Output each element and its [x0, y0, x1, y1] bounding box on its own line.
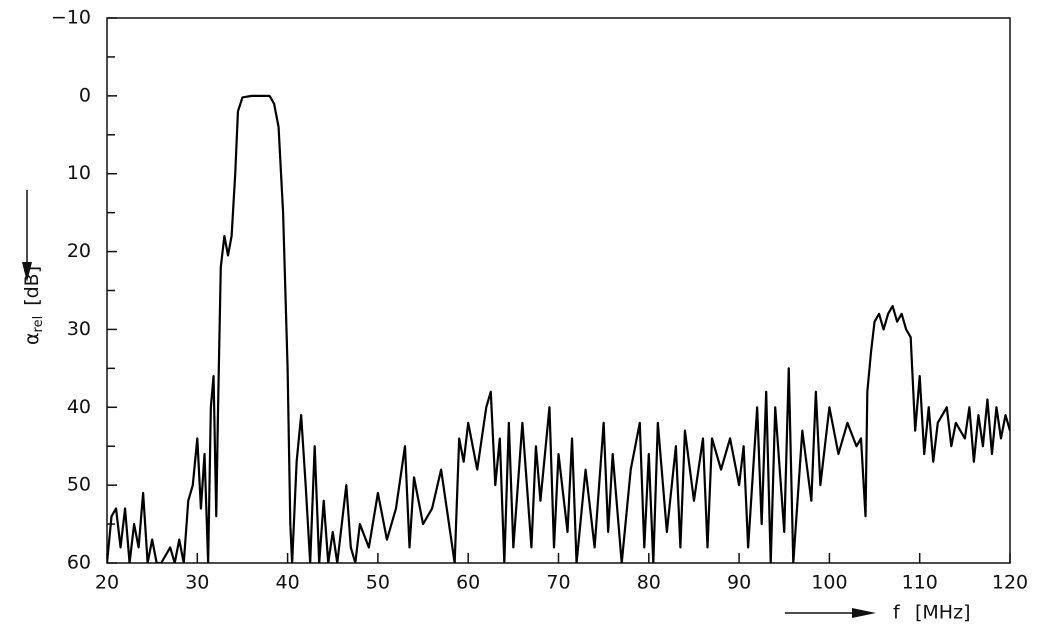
y-tick-label: 0 — [79, 84, 91, 106]
x-tick-label: 50 — [366, 572, 390, 594]
y-tick-label: 20 — [67, 240, 91, 262]
x-arrow — [785, 608, 876, 618]
x-tick-label: 30 — [185, 572, 209, 594]
x-tick-label: 80 — [637, 572, 661, 594]
y-label-text: αrel [dB] — [21, 266, 46, 345]
response-line — [107, 94, 1010, 563]
y-arrow — [22, 190, 32, 282]
x-tick-label: 90 — [727, 572, 751, 594]
x-label: f — [893, 602, 901, 624]
x-tick-label: 40 — [276, 572, 300, 594]
x-tick-label: 60 — [456, 572, 480, 594]
y-tick-label: 30 — [67, 318, 91, 340]
y-tick-label: 10 — [67, 162, 91, 184]
y-tick-label: 60 — [67, 552, 91, 574]
x-label-unit: [MHz] — [915, 602, 970, 624]
y-label-unit: [dB] — [21, 266, 43, 306]
y-tick-label: 50 — [67, 474, 91, 496]
y-label-symbol: α — [21, 332, 43, 345]
y-tick-label: −10 — [51, 7, 91, 29]
x-tick-label: 120 — [992, 572, 1028, 594]
y-tick-label: 40 — [67, 396, 91, 418]
y-label-sub: rel — [31, 316, 46, 333]
y-axis-label: αrel [dB] — [21, 266, 46, 345]
x-tick-label: 110 — [902, 572, 938, 594]
x-tick-label: 100 — [811, 572, 847, 594]
x-tick-label: 20 — [95, 572, 119, 594]
x-tick-label: 70 — [546, 572, 570, 594]
